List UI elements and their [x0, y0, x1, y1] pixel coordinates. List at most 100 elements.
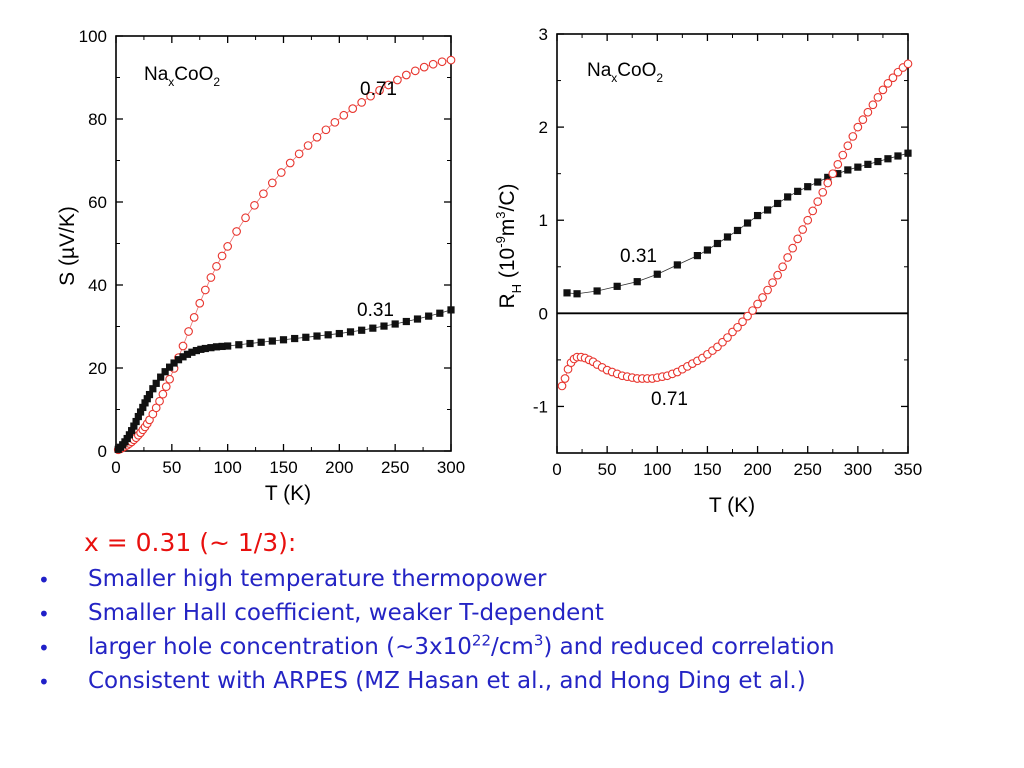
data-point-circle [155, 396, 164, 406]
x-tick-label: 200 [325, 458, 353, 477]
data-point-square [152, 379, 160, 387]
data-point-circle [868, 100, 878, 110]
data-point-circle [793, 234, 803, 244]
data-point-square [874, 157, 882, 166]
data-point-circle [232, 227, 241, 236]
data-point-square [235, 341, 243, 349]
data-point-square [157, 373, 165, 381]
data-point-circle [788, 243, 798, 253]
bullet-item: • Smaller high temperature thermopower [0, 566, 1024, 600]
compound-annotation: NaxCoO2 [144, 64, 220, 89]
data-point-square [166, 363, 174, 371]
data-point-square [904, 149, 912, 157]
data-point-square [313, 332, 321, 340]
series-label: 0.71 [651, 389, 688, 410]
data-point-circle [217, 251, 227, 261]
bullet-dot: • [38, 602, 50, 626]
data-point-square [132, 417, 140, 426]
data-point-square [653, 270, 661, 278]
data-point-circle [195, 298, 205, 308]
x-axis-label: T (K) [709, 494, 755, 517]
bullet-text: Smaller high temperature thermopower [88, 566, 547, 592]
data-point-square [188, 348, 196, 356]
x-tick-label: 300 [844, 460, 872, 479]
series-line [566, 152, 909, 295]
bullet-dot: • [38, 670, 50, 694]
data-point-circle [778, 262, 787, 272]
data-point-square [218, 342, 226, 351]
chart-panel-left: 0 50 100 150 200 250 300 0 20 40 60 80 100 0.71 0.31 Na… [56, 27, 465, 505]
data-point-square [413, 315, 422, 323]
bullet-text-part: larger hole concentration (~3x10 [88, 634, 472, 660]
series-label: 0.71 [360, 79, 397, 100]
y-tick-label: 60 [88, 193, 107, 212]
data-point-circle [206, 273, 216, 282]
plot-frame [556, 33, 909, 454]
y-tick-label: 80 [88, 110, 107, 129]
y-tick-label: 1 [539, 211, 548, 230]
data-point-square [134, 412, 142, 421]
data-point-square [141, 399, 149, 407]
data-point-circle [241, 213, 250, 223]
data-point-square [380, 322, 388, 330]
data-point-circle [823, 178, 833, 188]
data-point-circle [723, 333, 732, 342]
series-line [118, 59, 452, 451]
data-point-square [814, 178, 822, 186]
x-tick-label: 150 [693, 460, 721, 479]
data-point-circle [883, 78, 893, 88]
data-point-circle [151, 403, 161, 413]
data-point-circle [393, 75, 402, 85]
data-point-square [291, 334, 299, 343]
x-tick-label: 100 [213, 458, 241, 477]
data-point-square [864, 160, 872, 168]
data-point-square [804, 183, 812, 191]
data-point-circle [853, 122, 863, 132]
data-point-square [673, 261, 681, 269]
data-point-square [854, 163, 862, 171]
bullet-text: Consistent with ARPES (MZ Hasan et al., … [88, 668, 806, 694]
data-point-circle [560, 374, 570, 383]
data-point-circle [339, 110, 349, 120]
y-tick-label: 0 [98, 442, 107, 461]
data-point-circle [803, 215, 813, 225]
data-point-circle [557, 381, 567, 391]
data-point-circle [828, 169, 838, 179]
data-point-circle [428, 59, 438, 69]
data-point-square [774, 199, 782, 208]
data-point-square [723, 233, 732, 241]
data-point-circle [384, 80, 393, 90]
data-point-square [224, 342, 232, 350]
data-point-circle [178, 341, 188, 351]
data-point-circle [419, 62, 429, 72]
chart-figure: 0 50 100 150 200 250 3000204060801000.710.31Na… [56, 25, 922, 517]
data-point-circle [873, 92, 883, 102]
data-point-circle [410, 66, 420, 76]
x-tick-label: 250 [794, 460, 822, 479]
data-point-circle [773, 270, 782, 280]
data-point-square [139, 403, 147, 412]
data-point-circle [223, 242, 233, 251]
compound-annotation: NaxCoO2 [587, 60, 663, 85]
data-point-square [402, 317, 410, 326]
series-line [561, 63, 909, 387]
data-point-square [824, 173, 832, 181]
data-point-square [268, 337, 276, 345]
data-point-square [174, 356, 183, 364]
data-point-circle [184, 327, 193, 336]
data-point-circle [446, 55, 456, 65]
x-tick-label: 50 [598, 460, 617, 479]
data-point-circle [818, 187, 828, 197]
data-point-square [369, 324, 377, 332]
data-point-circle [189, 313, 199, 322]
data-point-square [197, 345, 205, 353]
data-point-circle [858, 115, 868, 125]
y-tick-label: 2 [539, 118, 548, 137]
data-point-square [207, 344, 215, 352]
bullet-text-part: /cm [491, 634, 534, 660]
data-point-square [201, 344, 209, 353]
data-point-circle [200, 285, 210, 295]
data-point-square [145, 390, 154, 399]
y-tick-label: -1 [533, 397, 548, 416]
data-point-circle [303, 141, 313, 150]
